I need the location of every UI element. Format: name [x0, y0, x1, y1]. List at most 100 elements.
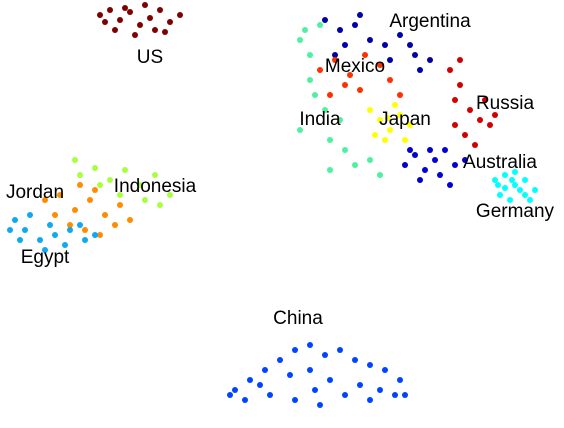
point — [357, 87, 363, 93]
point — [327, 167, 333, 173]
point — [447, 182, 453, 188]
point — [322, 107, 328, 113]
point — [342, 392, 348, 398]
point — [452, 122, 458, 128]
point — [342, 147, 348, 153]
point — [157, 7, 163, 13]
cluster-label: Egypt — [21, 247, 70, 268]
point — [367, 362, 373, 368]
point — [382, 137, 388, 143]
point — [412, 152, 418, 158]
point — [509, 177, 515, 183]
point — [407, 122, 413, 128]
point — [332, 52, 338, 58]
point — [492, 177, 498, 183]
point — [417, 177, 423, 183]
point — [122, 5, 128, 11]
point — [407, 42, 413, 48]
point — [312, 387, 318, 393]
point — [402, 392, 408, 398]
point — [137, 182, 143, 188]
point — [97, 12, 103, 18]
point — [322, 352, 328, 358]
cluster-label: Germany — [476, 201, 555, 222]
point — [142, 2, 148, 8]
point — [357, 12, 363, 18]
point — [297, 37, 303, 43]
point — [142, 197, 148, 203]
point — [342, 82, 348, 88]
point — [495, 182, 501, 188]
point — [457, 57, 463, 63]
point — [27, 212, 33, 218]
point — [127, 9, 133, 15]
point — [527, 197, 533, 203]
point — [77, 172, 83, 178]
point — [397, 112, 403, 118]
cluster-label: US — [137, 47, 163, 68]
point — [67, 227, 73, 233]
point — [502, 185, 508, 191]
cluster-label: Argentina — [389, 11, 471, 32]
point — [507, 197, 513, 203]
point — [487, 122, 493, 128]
point — [357, 382, 363, 388]
point — [392, 392, 398, 398]
point — [517, 187, 523, 193]
point — [122, 167, 128, 173]
point — [317, 22, 323, 28]
point — [297, 127, 303, 133]
cluster-label: China — [273, 308, 323, 329]
point — [382, 367, 388, 373]
point — [457, 82, 463, 88]
point — [52, 232, 58, 238]
point — [87, 197, 93, 203]
point — [397, 32, 403, 38]
point — [447, 67, 453, 73]
point — [522, 192, 528, 198]
point — [82, 237, 88, 243]
point — [257, 382, 263, 388]
point — [322, 17, 328, 23]
point — [72, 157, 78, 163]
point — [62, 242, 68, 248]
point — [352, 22, 358, 28]
point — [317, 67, 323, 73]
point — [367, 107, 373, 113]
point — [97, 232, 103, 238]
point — [107, 7, 113, 13]
point — [262, 367, 268, 373]
cluster-label: India — [299, 109, 341, 130]
point — [287, 372, 293, 378]
point — [367, 397, 373, 403]
point — [307, 342, 313, 348]
point — [372, 132, 378, 138]
point — [97, 182, 103, 188]
point — [157, 202, 163, 208]
cluster-label: Mexico — [325, 56, 385, 77]
point — [422, 167, 428, 173]
point — [367, 37, 373, 43]
point — [117, 202, 123, 208]
point — [332, 57, 338, 63]
point — [377, 172, 383, 178]
point — [367, 157, 373, 163]
point — [352, 357, 358, 363]
point — [117, 17, 123, 23]
point — [152, 27, 158, 33]
point — [337, 117, 343, 123]
cluster-label: Indonesia — [114, 176, 197, 197]
point — [17, 237, 23, 243]
point — [532, 187, 538, 193]
point — [42, 197, 48, 203]
point — [167, 19, 173, 25]
point — [477, 117, 483, 123]
point — [417, 67, 423, 73]
point — [152, 172, 158, 178]
point — [307, 367, 313, 373]
point — [502, 172, 508, 178]
point — [277, 357, 283, 363]
point — [92, 165, 98, 171]
point — [72, 207, 78, 213]
